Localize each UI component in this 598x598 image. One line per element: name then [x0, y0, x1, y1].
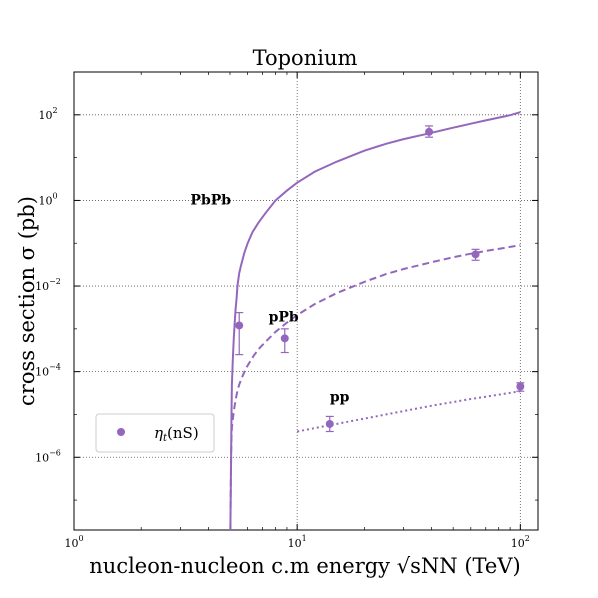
y-axis-label: cross section σ (pb) — [15, 196, 39, 406]
legend-label: ηt(nS) — [154, 424, 199, 444]
y-tick-label: 10−2 — [35, 277, 61, 293]
legend-marker — [117, 428, 125, 436]
plot-area — [73, 71, 539, 531]
chart-title: Toponium — [253, 46, 358, 70]
x-tick-label: 102 — [511, 534, 530, 550]
axis-ticks — [73, 72, 538, 530]
x-axis-label: nucleon-nucleon c.m energy √sNN (TeV) — [89, 554, 520, 578]
annotation-label: PbPb — [190, 193, 231, 209]
annotation-label: pPb — [269, 309, 299, 325]
annotation-label: pp — [330, 390, 350, 406]
series-ppb-curve — [229, 244, 521, 531]
grid-lines — [74, 72, 538, 530]
data-point — [280, 334, 289, 343]
x-tick-label: 100 — [64, 534, 83, 550]
data-point — [516, 382, 525, 391]
data-point — [471, 250, 480, 259]
annotations: PbPb pPb pp — [190, 193, 349, 406]
data-point — [235, 321, 244, 330]
data-point — [425, 127, 434, 136]
y-tick-label: 100 — [38, 191, 57, 207]
series-pbpb-curve — [229, 111, 521, 531]
y-tick-label: 10−6 — [35, 448, 61, 464]
tick-labels: 100 101 102 10−6 10−4 10−2 100 102 — [35, 106, 530, 550]
y-tick-label: 102 — [38, 106, 57, 122]
y-tick-label: 10−4 — [35, 363, 61, 379]
legend-box — [95, 413, 215, 453]
data-points — [235, 125, 525, 433]
data-point — [325, 419, 334, 428]
x-tick-label: 101 — [288, 534, 307, 550]
legend: ηt(nS) — [95, 413, 215, 453]
